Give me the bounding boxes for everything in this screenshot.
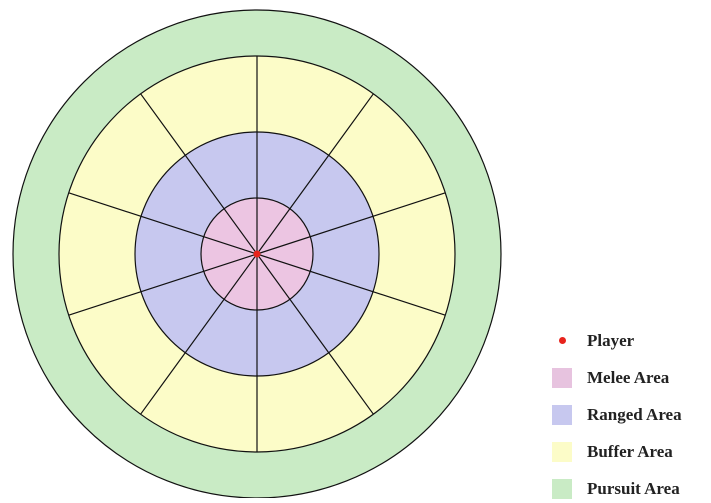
legend-label-pursuit: Pursuit Area — [587, 478, 680, 498]
sector-divider-line — [256, 93, 374, 255]
legend-label-ranged: Ranged Area — [587, 404, 682, 424]
sector-divider-line — [140, 93, 258, 255]
buffer-swatch-icon — [552, 441, 572, 462]
melee-swatch-icon — [552, 367, 572, 388]
legend-item-player: Player — [551, 326, 711, 355]
legend-label-melee: Melee Area — [587, 367, 670, 387]
legend: Player Melee Area Ranged Area Buffer Are… — [551, 326, 711, 503]
ranged-swatch-icon — [552, 404, 572, 425]
legend-label-buffer: Buffer Area — [587, 441, 673, 461]
legend-label-player: Player — [587, 330, 635, 350]
sector-dividers — [68, 56, 446, 452]
sector-divider-line — [256, 192, 446, 255]
pursuit-swatch-icon — [552, 478, 572, 499]
legend-item-buffer: Buffer Area — [551, 437, 711, 466]
sector-divider-line — [68, 192, 258, 255]
sector-divider-line — [256, 253, 374, 415]
legend-item-melee: Melee Area — [551, 363, 711, 392]
player-marker — [253, 250, 261, 258]
sector-divider-line — [68, 253, 258, 316]
sector-divider-line — [140, 253, 258, 415]
legend-item-ranged: Ranged Area — [551, 400, 711, 429]
player-dot-icon — [558, 337, 566, 344]
sector-divider-line — [256, 253, 446, 316]
legend-item-pursuit: Pursuit Area — [551, 474, 711, 503]
